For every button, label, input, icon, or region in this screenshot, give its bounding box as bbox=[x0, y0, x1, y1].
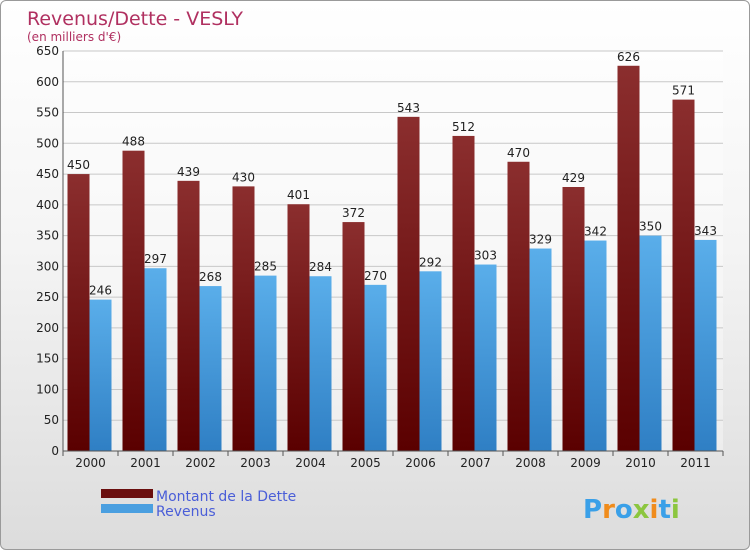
x-tick-label: 2010 bbox=[625, 456, 656, 470]
y-tick-label: 600 bbox=[36, 75, 59, 89]
bar-dette bbox=[672, 99, 695, 451]
chart-subtitle: (en milliers d'€) bbox=[27, 30, 121, 44]
x-tick-label: 2005 bbox=[350, 456, 381, 470]
y-tick-label: 650 bbox=[36, 44, 59, 58]
data-label: 270 bbox=[364, 269, 387, 283]
data-label: 297 bbox=[144, 252, 167, 266]
data-label: 284 bbox=[309, 260, 332, 274]
bar-revenus bbox=[364, 284, 387, 451]
chart-title: Revenus/Dette - VESLY bbox=[27, 8, 243, 30]
x-axis: 2000 2001 2002 2003 2004 2005 2006 2007 2008 2009… bbox=[62, 450, 724, 470]
data-label: 342 bbox=[584, 225, 607, 239]
bar-revenus bbox=[419, 271, 442, 451]
bar-dette bbox=[177, 180, 200, 451]
y-tick-label: 400 bbox=[36, 198, 59, 212]
bar-revenus bbox=[474, 264, 497, 451]
data-label: 429 bbox=[562, 171, 585, 185]
bars: 450 246 488 297 439 268 430 285 401 284 372 270 543 2… bbox=[67, 50, 717, 452]
bar-revenus bbox=[199, 286, 222, 451]
bar-revenus bbox=[639, 235, 662, 451]
x-tick-label: 2006 bbox=[405, 456, 436, 470]
data-label: 571 bbox=[672, 84, 695, 98]
data-label: 285 bbox=[254, 260, 277, 274]
plot-area bbox=[63, 51, 723, 451]
y-axis: 0 50 100 150 200 250 300 350 400 450 500 550 600 650 bbox=[36, 44, 64, 458]
bar-revenus bbox=[309, 276, 332, 451]
y-tick-label: 50 bbox=[44, 413, 59, 427]
bar-dette bbox=[232, 186, 255, 451]
x-tick-label: 2003 bbox=[240, 456, 271, 470]
bar-dette bbox=[287, 204, 310, 451]
data-label: 430 bbox=[232, 170, 255, 184]
y-tick-label: 300 bbox=[36, 259, 59, 273]
proxiti-logo: Proxiti bbox=[583, 495, 680, 525]
data-label: 343 bbox=[694, 224, 717, 238]
x-tick-label: 2009 bbox=[570, 456, 601, 470]
x-tick-label: 2000 bbox=[75, 456, 106, 470]
legend-label-revenus: Revenus bbox=[156, 504, 216, 520]
y-tick-label: 550 bbox=[36, 106, 59, 120]
data-label: 292 bbox=[419, 255, 442, 269]
data-label: 543 bbox=[397, 101, 420, 115]
legend-swatch-revenus bbox=[101, 504, 153, 513]
x-tick-label: 2004 bbox=[295, 456, 326, 470]
data-label: 470 bbox=[507, 146, 530, 160]
data-label: 350 bbox=[639, 220, 662, 234]
bar-dette bbox=[562, 187, 585, 451]
bar-dette bbox=[122, 150, 145, 451]
data-label: 626 bbox=[617, 50, 640, 64]
y-tick-label: 250 bbox=[36, 290, 59, 304]
y-tick-label: 0 bbox=[51, 444, 59, 458]
x-tick-label: 2001 bbox=[130, 456, 161, 470]
y-tick-label: 150 bbox=[36, 352, 59, 366]
data-label: 268 bbox=[199, 270, 222, 284]
bar-revenus bbox=[144, 268, 167, 451]
bar-dette bbox=[342, 222, 365, 451]
bar-revenus bbox=[694, 239, 717, 451]
bar-revenus bbox=[529, 248, 552, 451]
x-tick-label: 2008 bbox=[515, 456, 546, 470]
y-tick-label: 100 bbox=[36, 382, 59, 396]
legend-swatch-dette bbox=[101, 489, 153, 498]
legend: Montant de la Dette Revenus bbox=[101, 489, 296, 520]
bar-dette bbox=[397, 116, 420, 451]
bar-dette bbox=[617, 65, 640, 452]
data-label: 450 bbox=[67, 158, 90, 172]
bar-dette bbox=[507, 161, 530, 451]
x-tick-label: 2011 bbox=[680, 456, 711, 470]
x-tick-label: 2002 bbox=[185, 456, 216, 470]
bar-revenus bbox=[254, 275, 277, 451]
data-label: 401 bbox=[287, 188, 310, 202]
data-label: 246 bbox=[89, 284, 112, 298]
bar-dette bbox=[452, 135, 475, 451]
legend-label-dette: Montant de la Dette bbox=[156, 489, 296, 505]
y-tick-label: 200 bbox=[36, 321, 59, 335]
x-tick-label: 2007 bbox=[460, 456, 491, 470]
data-label: 329 bbox=[529, 233, 552, 247]
grid bbox=[63, 50, 723, 452]
y-tick-label: 500 bbox=[36, 136, 59, 150]
y-tick-label: 450 bbox=[36, 167, 59, 181]
data-label: 372 bbox=[342, 206, 365, 220]
data-label: 439 bbox=[177, 165, 200, 179]
bar-dette bbox=[67, 174, 90, 452]
data-label: 488 bbox=[122, 135, 145, 149]
bar-revenus bbox=[89, 299, 112, 451]
data-label: 512 bbox=[452, 120, 475, 134]
y-tick-label: 350 bbox=[36, 229, 59, 243]
bar-revenus bbox=[584, 240, 607, 451]
data-label: 303 bbox=[474, 249, 497, 263]
